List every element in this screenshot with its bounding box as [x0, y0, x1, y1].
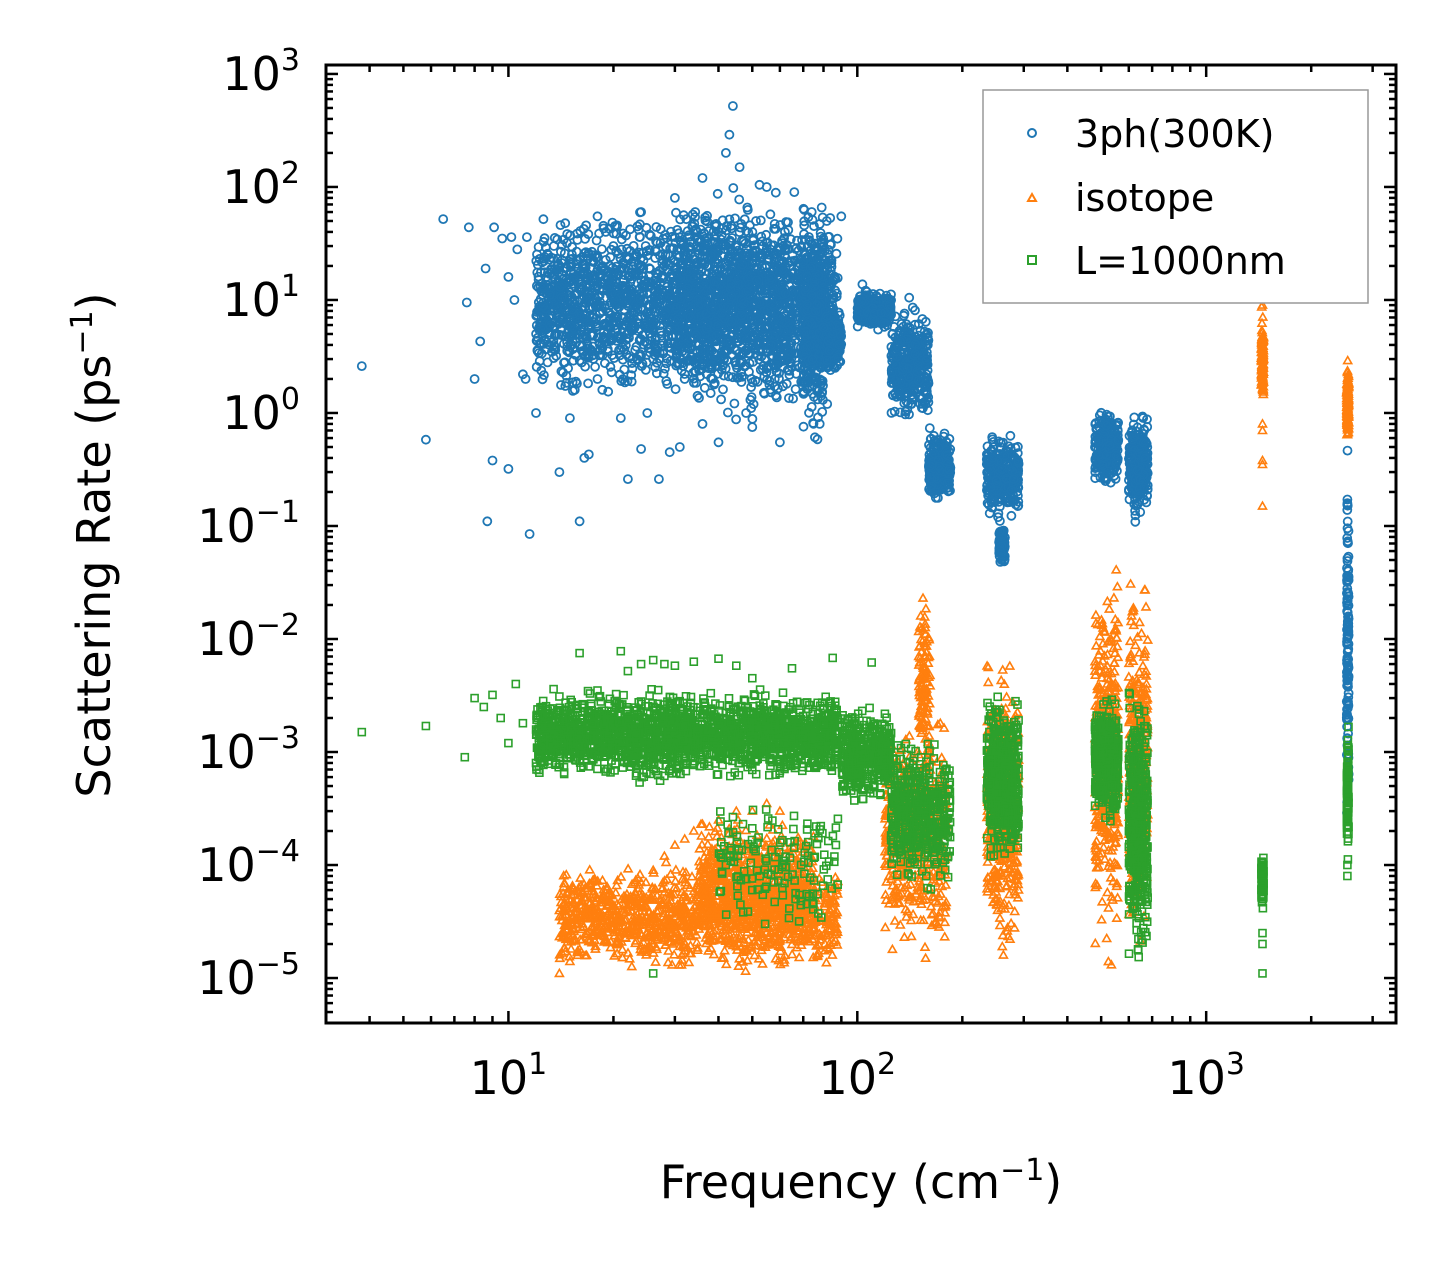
data-point: [718, 384, 728, 395]
data-point: [1005, 430, 1016, 441]
data-point: [555, 220, 566, 231]
data-point: [723, 407, 733, 418]
data-point: [729, 398, 740, 409]
data-point: [645, 230, 656, 241]
series-3ph-300k-: [356, 101, 1354, 818]
data-point: [817, 406, 828, 417]
data-point: [716, 394, 726, 405]
data-point: [765, 209, 776, 220]
data-point: [1006, 510, 1017, 521]
data-point: [670, 384, 681, 395]
data-point: [727, 372, 738, 383]
series-layer: [356, 101, 1354, 978]
data-point: [712, 188, 723, 199]
data-point: [549, 232, 560, 243]
data-point: [832, 233, 843, 244]
data-point: [798, 421, 809, 432]
data-point: [542, 357, 553, 368]
data-point: [734, 194, 745, 205]
data-point: [625, 224, 635, 235]
data-point: [904, 292, 915, 303]
data-point: [761, 229, 771, 240]
data-point: [728, 183, 739, 193]
data-point: [690, 207, 701, 217]
data-point: [694, 392, 704, 403]
data-point: [660, 363, 670, 374]
data-point: [687, 209, 698, 220]
data-point: [816, 202, 827, 213]
data-point: [924, 423, 935, 434]
data-point: [583, 378, 593, 389]
data-point: [790, 384, 801, 395]
data-point: [619, 364, 630, 375]
data-point: [597, 244, 607, 255]
data-point: [590, 361, 600, 372]
data-point: [692, 390, 703, 401]
data-point: [815, 228, 826, 238]
data-point: [769, 218, 780, 229]
data-point: [895, 407, 906, 418]
data-point: [731, 414, 741, 425]
data-point: [538, 214, 549, 225]
data-point: [770, 187, 781, 198]
data-point: [609, 353, 619, 364]
data-point: [606, 367, 617, 378]
data-point: [603, 386, 614, 397]
